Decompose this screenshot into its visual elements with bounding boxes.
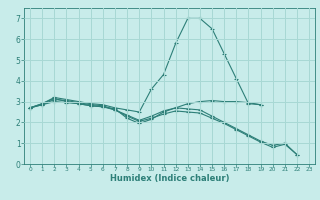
X-axis label: Humidex (Indice chaleur): Humidex (Indice chaleur) — [110, 174, 229, 183]
